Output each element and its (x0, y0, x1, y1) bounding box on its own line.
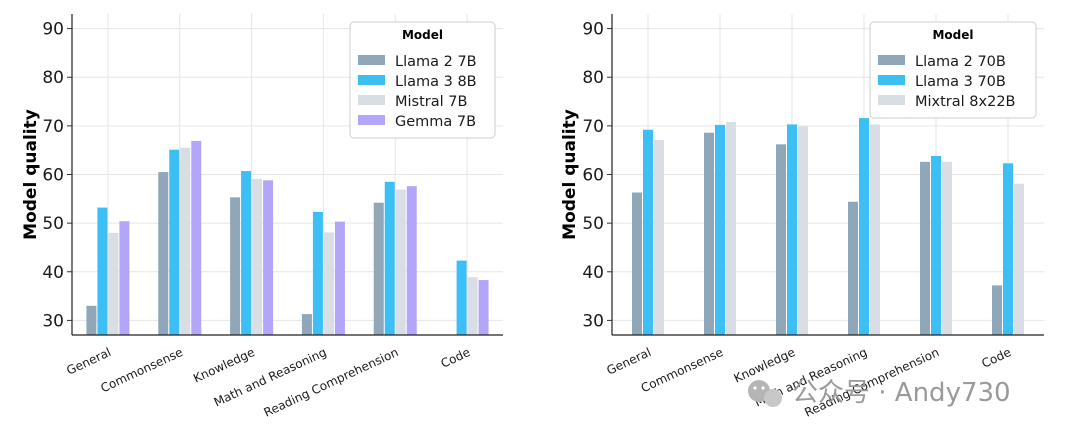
legend-swatch (878, 75, 905, 85)
legend-swatch (878, 55, 905, 65)
wechat-icon (748, 380, 782, 407)
bar-mixtral-8x22b-reading-comprehension (942, 161, 952, 335)
bar-gemma-7b-code (478, 280, 489, 335)
legend: Model Llama 2 70B Llama 3 70B Mixtral 8x22B (869, 21, 1037, 119)
bar-llama-3-70b-commonsense (715, 124, 725, 336)
bar-llama-3-8b-reading-comprehension (384, 181, 395, 335)
legend-swatch (878, 95, 905, 105)
bar-llama-2-70b-knowledge (776, 144, 786, 335)
bar-llama-3-70b-reading-comprehension (931, 156, 941, 335)
y-tick-label: 90 (42, 20, 64, 40)
legend-label: Mixtral 8x22B (915, 94, 1016, 110)
legend-title: Model (932, 28, 973, 42)
legend-box (869, 21, 1037, 119)
bar-llama-2-70b-commonsense (704, 132, 714, 335)
bar-llama-3-70b-code (1003, 163, 1013, 335)
bar-llama-3-8b-code (456, 260, 467, 335)
y-tick-label: 60 (42, 166, 64, 186)
legend-swatch (358, 75, 385, 85)
bar-mistral-7b-reading-comprehension (395, 189, 406, 335)
legend-label: Llama 3 8B (395, 74, 477, 90)
bar-llama-3-70b-general (643, 129, 653, 335)
y-tick-label: 80 (582, 68, 604, 88)
y-tick-label: 70 (42, 117, 64, 137)
x-tick-label: Reading Comprehension (262, 345, 401, 420)
legend-label: Llama 2 70B (915, 54, 1006, 70)
y-tick-label: 30 (582, 311, 604, 331)
bar-gemma-7b-commonsense (191, 140, 202, 335)
watermark: 公众号 · Andy730 (748, 378, 1011, 408)
x-tick-label: Commonsense (639, 345, 726, 395)
y-tick-label: 40 (582, 263, 604, 283)
legend-label: Llama 3 70B (915, 74, 1006, 90)
bar-llama-3-8b-general (97, 207, 108, 335)
bar-llama-2-7b-knowledge (230, 197, 241, 335)
bar-mixtral-8x22b-knowledge (798, 126, 808, 335)
legend: Model Llama 2 7B Llama 3 8B Mistral 7B Gemma… (349, 21, 496, 139)
bar-mistral-7b-general (108, 232, 119, 335)
bar-mistral-7b-commonsense (180, 147, 191, 335)
y-tick-label: 90 (582, 20, 604, 40)
y-tick-label: 60 (582, 166, 604, 186)
bar-llama-3-8b-knowledge (241, 171, 252, 335)
x-tick-label: Code (979, 345, 1013, 371)
bar-mixtral-8x22b-math-and-reasoning (870, 124, 880, 336)
bar-llama-2-70b-reading-comprehension (920, 161, 930, 335)
y-tick-label: 80 (42, 68, 64, 88)
bar-llama-2-7b-general (86, 305, 97, 335)
y-axis-label: Model quality (560, 109, 580, 240)
bar-mixtral-8x22b-code (1014, 183, 1024, 335)
bar-gemma-7b-general (119, 221, 130, 335)
x-tick-label: Commonsense (99, 345, 186, 395)
bar-mistral-7b-math-and-reasoning (323, 232, 334, 335)
legend-swatch (358, 55, 385, 65)
bar-mixtral-8x22b-commonsense (726, 121, 736, 336)
x-tick-label: General (64, 345, 113, 378)
x-tick-label: General (604, 345, 653, 378)
bar-mistral-7b-knowledge (252, 178, 263, 335)
bar-llama-3-70b-knowledge (787, 124, 797, 336)
bar-gemma-7b-reading-comprehension (406, 186, 417, 335)
y-axis-label: Model quality (21, 109, 41, 240)
bar-gemma-7b-math-and-reasoning (334, 221, 345, 335)
bar-llama-2-70b-general (632, 192, 642, 335)
legend-label: Mistral 7B (395, 94, 467, 110)
legend-label: Llama 2 7B (395, 54, 477, 70)
bar-llama-2-70b-code (992, 285, 1002, 335)
bar-gemma-7b-knowledge (263, 180, 274, 335)
legend-title: Model (402, 28, 443, 42)
bar-llama-2-7b-reading-comprehension (373, 202, 384, 335)
bar-llama-3-8b-math-and-reasoning (312, 211, 323, 335)
bar-llama-2-7b-math-and-reasoning (301, 314, 312, 335)
watermark-text: 公众号 · Andy730 (792, 378, 1011, 408)
legend-swatch (358, 95, 385, 105)
bar-llama-2-70b-math-and-reasoning (848, 201, 858, 335)
x-tick-label: Code (439, 345, 473, 371)
bar-llama-3-70b-math-and-reasoning (859, 118, 869, 335)
bar-llama-2-7b-commonsense (158, 172, 169, 335)
y-tick-label: 50 (42, 214, 64, 234)
y-tick-label: 30 (42, 311, 64, 331)
y-tick-label: 70 (582, 117, 604, 137)
y-tick-label: 40 (42, 263, 64, 283)
y-tick-label: 50 (582, 214, 604, 234)
legend-label: Gemma 7B (395, 114, 476, 130)
bar-mistral-7b-code (467, 277, 478, 335)
bar-llama-3-8b-commonsense (169, 149, 180, 335)
legend-swatch (358, 115, 385, 125)
legend-box (349, 21, 496, 139)
bar-mixtral-8x22b-general (654, 139, 664, 335)
